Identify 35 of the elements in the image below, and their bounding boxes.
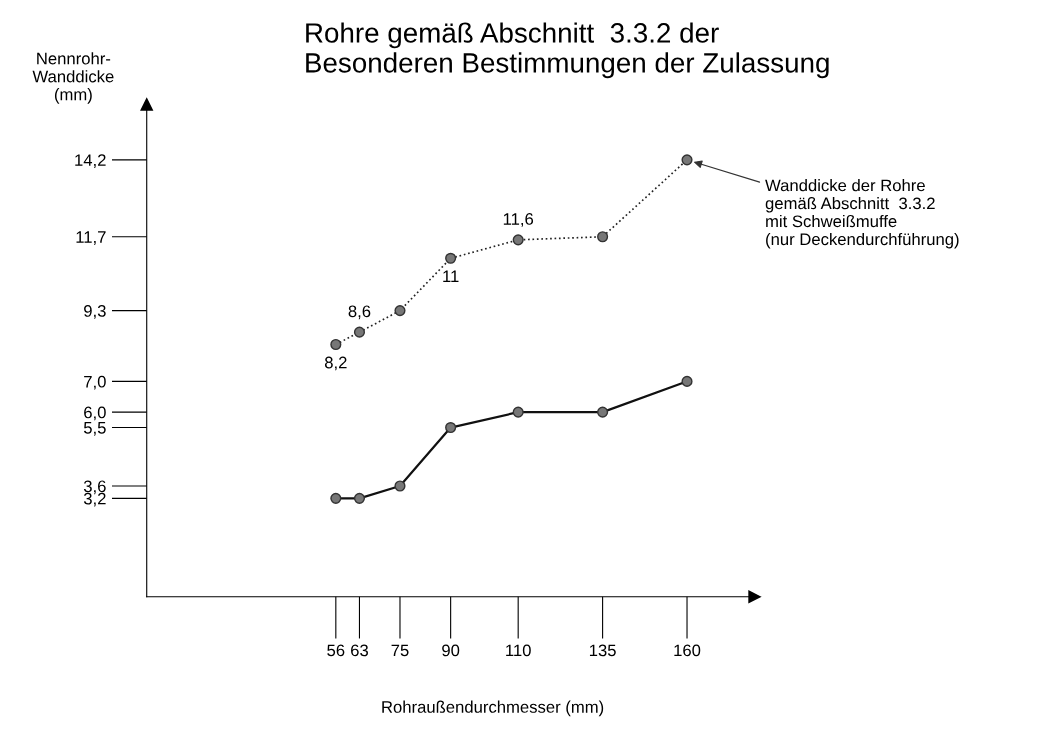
data-label: 8,2: [324, 356, 347, 371]
point: [394, 305, 406, 317]
chart-title: Rohre gemäß Abschnitt 3.3.2 der Besonderen Bestimmungen der Zulassung: [306, 22, 829, 79]
x-tick-label: 135: [589, 644, 616, 657]
data-label: 8,6: [348, 305, 371, 320]
point: [445, 421, 457, 434]
point: [394, 480, 406, 492]
y-tick-label: 5,5: [83, 422, 106, 436]
x-axis-title: Rohraußendurchmesser (mm): [382, 700, 604, 717]
point: [512, 234, 524, 246]
x-tick-label: 75: [391, 644, 409, 657]
point: [353, 326, 366, 338]
point: [330, 492, 342, 504]
y-tick-label: 9,3: [84, 305, 106, 319]
y-axis-title: Nennrohr- Wanddicke (mm): [32, 52, 114, 104]
point: [597, 231, 609, 243]
point: [512, 406, 524, 418]
point: [681, 154, 693, 166]
point: [353, 492, 366, 504]
y-tick-label: 11,7: [76, 231, 106, 245]
annotation: Wanddicke der Rohre gemäß Abschnitt 3.3.2 mit Schweißmuffe (nur Deckendurchführung): [765, 179, 959, 249]
data-label: 11,6: [503, 213, 534, 227]
x-tick-label: 110: [506, 644, 531, 657]
data-label: 11: [443, 270, 459, 283]
x-tick-label: 90: [442, 644, 460, 657]
point: [330, 338, 342, 351]
x-tick-label: 56: [327, 644, 345, 657]
y-tick-label: 7,0: [84, 375, 106, 390]
point: [445, 252, 457, 264]
x-tick-label: 160: [674, 644, 701, 657]
y-tick-label: 14,2: [75, 154, 106, 168]
y-tick-label: 6,0: [84, 406, 106, 421]
x-tick-label: 63: [351, 644, 368, 657]
point: [681, 375, 693, 387]
point: [597, 406, 609, 418]
